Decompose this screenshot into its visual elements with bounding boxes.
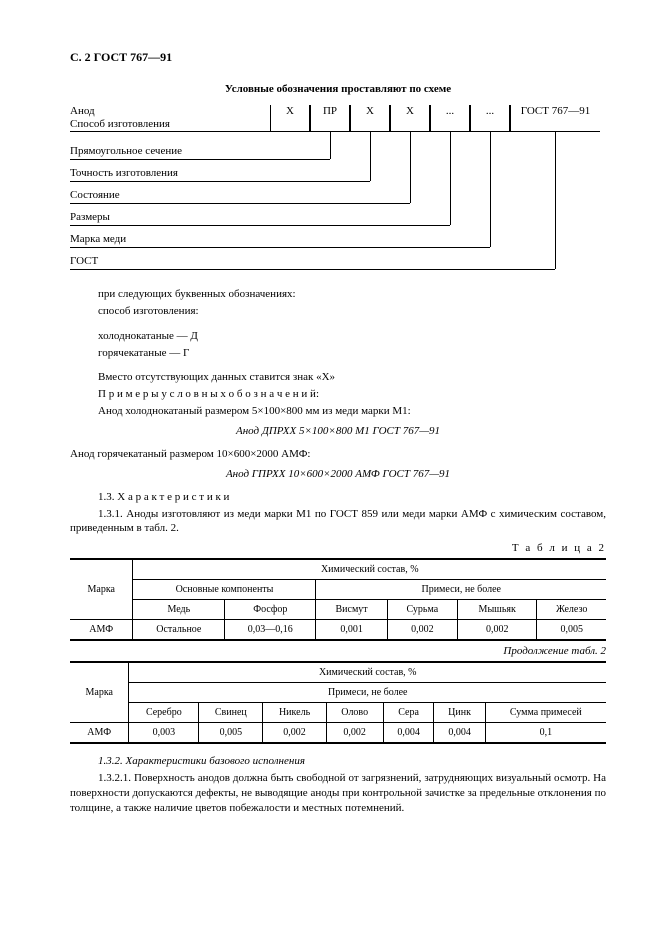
- t1-c1: Фосфор: [225, 600, 316, 620]
- t2-c3: Олово: [326, 703, 383, 723]
- scheme-hr-top: [70, 131, 600, 132]
- scheme-lab-3: Состояние: [70, 189, 120, 201]
- scheme-cell-3: Х: [350, 105, 390, 131]
- scheme-lab-6: ГОСТ: [70, 255, 98, 267]
- table-1: Марка Химический состав, % Основные комп…: [70, 558, 606, 641]
- scheme-cell-5: ...: [430, 105, 470, 131]
- t-l6: П р и м е р ы у с л о в н ы х о б о з н …: [70, 387, 606, 402]
- t1-c4: Мышьяк: [458, 600, 537, 620]
- t-l2: способ изготовления:: [70, 304, 606, 319]
- t1-r2: 0,001: [316, 620, 387, 641]
- t2-r1: 0,005: [199, 723, 263, 744]
- scheme-v-6: [555, 131, 556, 269]
- t2-rl: АМФ: [70, 723, 129, 744]
- t1-sostav: Химический состав, %: [133, 559, 606, 580]
- t1-c3: Сурьма: [387, 600, 457, 620]
- t-l1: при следующих буквенных обозначениях:: [70, 287, 606, 302]
- scheme-v-1: [330, 131, 331, 159]
- t1-marka: Марка: [70, 559, 133, 620]
- scheme-lab-5: Марка меди: [70, 233, 126, 245]
- t-l4: горячекатаные — Г: [70, 346, 606, 361]
- t-l3: холоднокатаные — Д: [70, 329, 606, 344]
- t1-c2: Висмут: [316, 600, 387, 620]
- scheme-hr-5: [70, 247, 490, 248]
- t2-r0: 0,003: [129, 723, 199, 744]
- t2-c6: Сумма примесей: [485, 703, 606, 723]
- t2-r2: 0,002: [263, 723, 326, 744]
- t-l5: Вместо отсутствующих данных ставится зна…: [70, 370, 606, 385]
- t-l10: 1.3.1. Аноды изготовляют из меди марки М…: [70, 507, 606, 537]
- t1-c0: Медь: [133, 600, 225, 620]
- scheme-cell-1: Х: [270, 105, 310, 131]
- t1-main: Основные компоненты: [133, 580, 316, 600]
- t2-c1: Свинец: [199, 703, 263, 723]
- t1-r5: 0,005: [537, 620, 606, 641]
- t1-rl: АМФ: [70, 620, 133, 641]
- scheme-v-5: [490, 131, 491, 247]
- scheme-gost: ГОСТ 767—91: [510, 105, 600, 131]
- scheme-lab-4: Размеры: [70, 211, 110, 223]
- scheme-cell-2: ПР: [310, 105, 350, 131]
- scheme-left-1: Анод: [70, 105, 95, 117]
- t1-impur: Примеси, не более: [316, 580, 606, 600]
- scheme-v-3: [410, 131, 411, 203]
- t1-r4: 0,002: [458, 620, 537, 641]
- t2-r5: 0,004: [434, 723, 485, 744]
- t2-sostav: Химический состав, %: [129, 662, 606, 683]
- scheme-left-2: Способ изготовления: [70, 118, 170, 130]
- t-l7: Анод холоднокатаный размером 5×100×800 м…: [70, 404, 606, 419]
- t2-c0: Серебро: [129, 703, 199, 723]
- t-l8: Анод горячекатаный размером 10×600×2000 …: [70, 447, 606, 462]
- scheme-hr-2: [70, 181, 370, 182]
- t-l11: 1.3.2. Характеристики базового исполнени…: [70, 754, 606, 769]
- scheme-cell-4: Х: [390, 105, 430, 131]
- t1-c5: Железо: [537, 600, 606, 620]
- scheme-title: Условные обозначения проставляют по схем…: [70, 83, 606, 95]
- t1-r0: Остальное: [133, 620, 225, 641]
- table1-caption: Т а б л и ц а 2: [70, 542, 606, 554]
- table2-caption: Продолжение табл. 2: [70, 645, 606, 657]
- scheme-hr-3: [70, 203, 410, 204]
- t-l12: 1.3.2.1. Поверхность анодов должна быть …: [70, 771, 606, 816]
- example-1: Анод ДПРХХ 5×100×800 М1 ГОСТ 767—91: [70, 425, 606, 437]
- t1-r3: 0,002: [387, 620, 457, 641]
- t2-c2: Никель: [263, 703, 326, 723]
- example-2: Анод ГПРХХ 10×600×2000 АМФ ГОСТ 767—91: [70, 468, 606, 480]
- table-2: Марка Химический состав, % Примеси, не б…: [70, 661, 606, 744]
- t2-impur: Примеси, не более: [129, 683, 606, 703]
- scheme-cell-6: ...: [470, 105, 510, 131]
- page-header: С. 2 ГОСТ 767—91: [70, 50, 606, 65]
- t-l9: 1.3. Х а р а к т е р и с т и к и: [70, 490, 606, 505]
- scheme-lab-1: Прямоугольное сечение: [70, 145, 182, 157]
- t2-r4: 0,004: [383, 723, 434, 744]
- scheme-lab-2: Точность изготовления: [70, 167, 178, 179]
- t2-marka: Марка: [70, 662, 129, 723]
- scheme-hr-6: [70, 269, 555, 270]
- t2-r3: 0,002: [326, 723, 383, 744]
- t2-r6: 0,1: [485, 723, 606, 744]
- scheme-hr-1: [70, 159, 330, 160]
- scheme-hr-4: [70, 225, 450, 226]
- t2-c4: Сера: [383, 703, 434, 723]
- t2-c5: Цинк: [434, 703, 485, 723]
- t1-r1: 0,03—0,16: [225, 620, 316, 641]
- page-container: С. 2 ГОСТ 767—91 Условные обозначения пр…: [0, 0, 661, 936]
- scheme-v-2: [370, 131, 371, 181]
- scheme-v-4: [450, 131, 451, 225]
- scheme-diagram: Анод Способ изготовления Х ПР Х Х ... ..…: [70, 105, 606, 275]
